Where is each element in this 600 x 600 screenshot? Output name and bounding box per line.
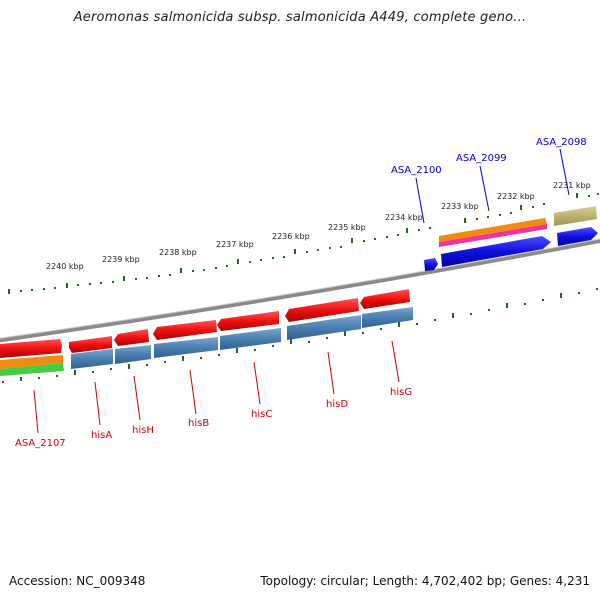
tick-label-2231: 2231 kbp [553, 181, 591, 190]
tick-label-2240: 2240 kbp [46, 262, 84, 271]
feature-red-hisH[interactable] [114, 329, 149, 346]
feature-steel-hisG[interactable] [362, 307, 413, 328]
feature-red-hisD[interactable] [285, 298, 359, 322]
lower-ruler [2, 288, 598, 383]
feature-red-1[interactable] [0, 339, 62, 358]
left-edge-features [0, 355, 64, 376]
feature-magenta-bar[interactable] [439, 224, 547, 247]
feature-red-hisG[interactable] [360, 289, 410, 309]
feature-khaki-bar-asa2098[interactable] [554, 206, 597, 226]
upper-ruler [8, 193, 599, 294]
feature-red-hisC[interactable] [217, 311, 279, 331]
genome-summary-text: Topology: circular; Length: 4,702,402 bp… [260, 574, 590, 588]
gene-label-asa2107: ASA_2107 [15, 438, 66, 449]
tick-label-2234: 2234 kbp [385, 213, 423, 222]
feature-orange-bar[interactable] [439, 218, 547, 242]
tick-label-2235: 2235 kbp [328, 223, 366, 232]
gene-leader-lines [33, 148, 570, 434]
feature-steel-hisD[interactable] [287, 315, 361, 340]
map-title: Aeromonas salmonicida subsp. salmonicida… [73, 10, 527, 25]
gene-label-asa2100: ASA_2100 [391, 165, 442, 176]
backbone-track [0, 238, 600, 343]
steel-features [71, 307, 413, 369]
feature-orange-left[interactable] [0, 355, 63, 369]
feature-green-left[interactable] [0, 363, 64, 376]
backbone-highlight [0, 238, 600, 339]
feature-blue-arrow-asa2098[interactable] [557, 227, 598, 246]
feature-steel-hisH[interactable] [115, 345, 151, 364]
feature-blue-small-asa2100[interactable] [424, 258, 438, 271]
feature-red-hisB[interactable] [153, 320, 217, 340]
gene-label-asa2099: ASA_2099 [456, 153, 507, 164]
tick-label-2237: 2237 kbp [216, 240, 254, 249]
gene-label-hisC: hisC [251, 409, 272, 420]
gene-label-hisD: hisD [326, 399, 348, 410]
tick-label-2239: 2239 kbp [102, 255, 140, 264]
accession-text: Accession: NC_009348 [9, 574, 146, 588]
gene-label-asa2098: ASA_2098 [536, 137, 587, 148]
feature-red-hisA[interactable] [69, 336, 112, 353]
gene-label-hisG: hisG [390, 387, 412, 398]
feature-blue-arrow-asa2099[interactable] [441, 236, 551, 267]
upper-features [424, 206, 598, 271]
feature-steel-hisB[interactable] [154, 337, 218, 358]
gene-label-hisB: hisB [188, 418, 209, 429]
gene-label-hisH: hisH [132, 425, 154, 436]
gene-label-hisA: hisA [91, 430, 112, 441]
tick-label-2238: 2238 kbp [159, 248, 197, 257]
red-features [0, 289, 410, 358]
feature-steel-hisC[interactable] [220, 328, 281, 350]
tick-label-2232: 2232 kbp [497, 192, 535, 201]
tick-label-2233: 2233 kbp [441, 202, 479, 211]
tick-label-2236: 2236 kbp [272, 232, 310, 241]
feature-steel-hisA[interactable] [71, 349, 113, 369]
